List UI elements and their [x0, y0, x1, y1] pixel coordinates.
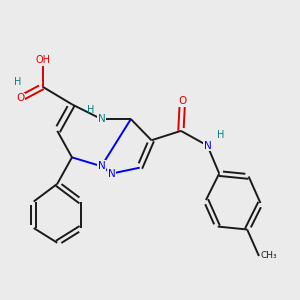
- Text: OH: OH: [35, 55, 50, 65]
- Text: H: H: [87, 105, 95, 115]
- Text: N: N: [98, 114, 105, 124]
- Text: H: H: [217, 130, 224, 140]
- Text: N: N: [203, 141, 211, 151]
- Text: O: O: [178, 96, 187, 106]
- Text: H: H: [14, 77, 21, 87]
- Text: CH₃: CH₃: [260, 251, 277, 260]
- Text: O: O: [16, 94, 25, 103]
- Text: N: N: [108, 169, 116, 178]
- Text: N: N: [98, 161, 105, 171]
